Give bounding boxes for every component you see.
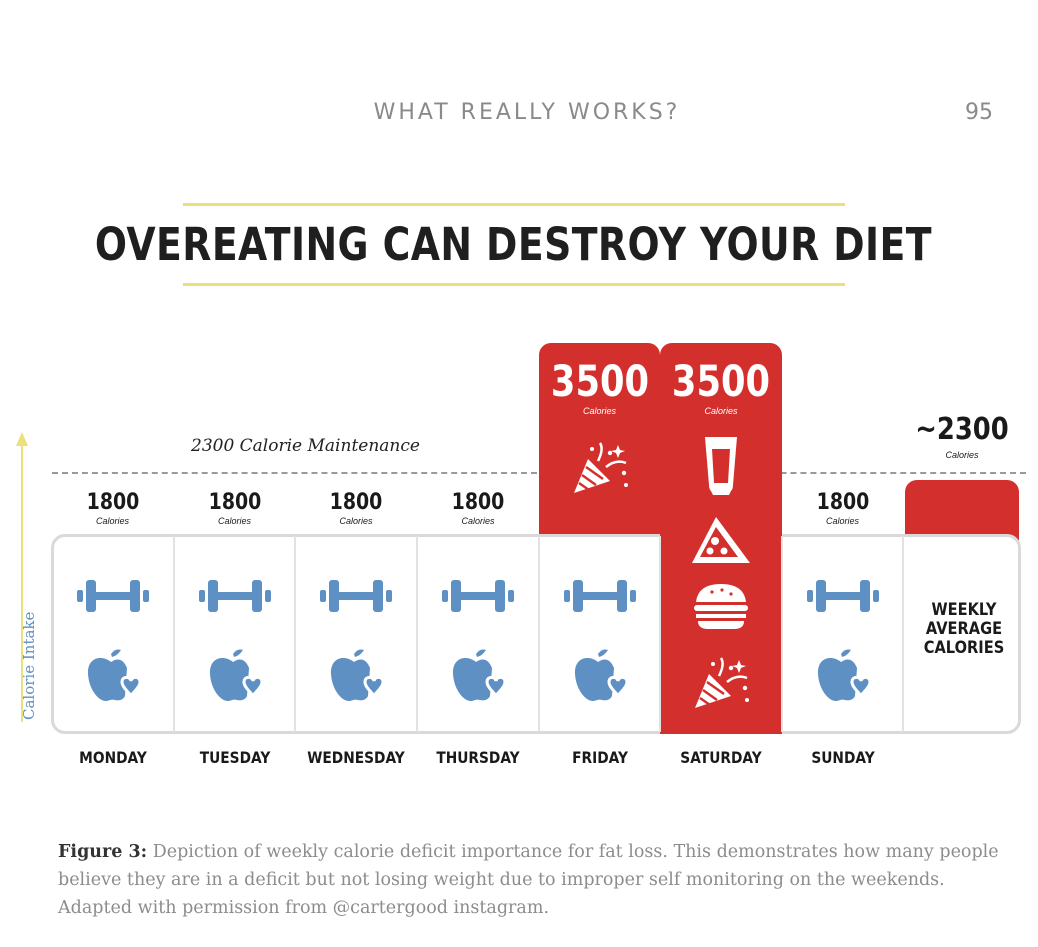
dumbbell-icon: [563, 580, 636, 612]
dumbbell-icon: [442, 580, 514, 612]
figure-caption: Figure 3: Depiction of weekly calorie de…: [58, 838, 1018, 922]
weekly-average-label: WEEKLY AVERAGE CALORIES: [913, 601, 1014, 658]
column-divider: [416, 536, 418, 732]
apple-heart-icon: [87, 649, 141, 702]
day-label-saturday: SATURDAY: [680, 748, 762, 767]
unit-label: Calories: [704, 406, 738, 416]
value-label: 1800: [451, 490, 505, 515]
day-label-wednesday: WEDNESDAY: [307, 748, 405, 767]
apple-heart-icon: [330, 649, 384, 702]
axis-arrow-icon: [16, 432, 28, 722]
apple-heart-icon: [574, 649, 628, 702]
unit-label: Calories: [95, 516, 129, 526]
value-label: ~2300: [915, 412, 1009, 447]
bar-weekly-average: [905, 480, 1019, 540]
day-label-sunday: SUNDAY: [810, 748, 875, 767]
column-divider: [538, 536, 540, 732]
weekly-label-line: CALORIES: [923, 638, 1005, 658]
caption-text: Depiction of weekly calorie deficit impo…: [58, 842, 999, 918]
unit-label: Calories: [461, 516, 495, 526]
party-popper-icon: [573, 442, 628, 493]
dumbbell-icon: [76, 580, 149, 612]
dumbbell-icon: [320, 580, 392, 612]
unit-label: Calories: [339, 516, 373, 526]
day-label-thursday: THURSDAY: [436, 748, 520, 767]
dumbbell-icon: [806, 580, 879, 612]
apple-heart-icon: [209, 649, 263, 702]
value-label: 1800: [86, 490, 139, 515]
value-label: 1800: [208, 490, 261, 515]
day-label-tuesday: TUESDAY: [199, 748, 270, 767]
column-divider: [902, 536, 904, 732]
weekly-label-line: AVERAGE: [925, 619, 1003, 639]
title-rule-bottom: [183, 283, 845, 286]
apple-heart-icon: [452, 649, 506, 702]
caption-label: Figure 3:: [58, 842, 148, 862]
column-divider: [173, 536, 175, 732]
running-header: WHAT REALLY WORKS?: [373, 100, 681, 125]
burger-icon: [694, 584, 748, 629]
title-rule-top: [183, 203, 845, 206]
chart-title: OVEREATING CAN DESTROY YOUR DIET: [94, 218, 932, 271]
party-popper-icon: [695, 657, 749, 708]
unit-label: Calories: [582, 406, 616, 416]
value-label: 1800: [329, 490, 383, 515]
column-divider: [294, 536, 296, 732]
week-panel: [51, 534, 1021, 734]
column-divider: [781, 536, 783, 732]
value-label: 3500: [671, 357, 771, 407]
beer-icon: [705, 437, 737, 495]
dumbbell-icon: [198, 580, 271, 612]
unit-label: Calories: [825, 516, 859, 526]
pizza-icon: [692, 517, 750, 563]
column-divider: [659, 536, 661, 732]
bar-friday: [539, 343, 660, 536]
unit-label: Calories: [945, 450, 979, 460]
unit-label: Calories: [217, 516, 251, 526]
y-axis-label: Calorie Intake: [20, 611, 38, 720]
apple-heart-icon: [817, 649, 871, 702]
maintenance-label: 2300 Calorie Maintenance: [191, 436, 420, 456]
value-label: 3500: [550, 357, 649, 407]
page-number: 95: [965, 100, 993, 125]
day-label-monday: MONDAY: [78, 748, 147, 767]
weekly-label-line: WEEKLY: [931, 600, 997, 620]
value-label: 1800: [816, 490, 869, 515]
day-label-friday: FRIDAY: [571, 748, 628, 767]
